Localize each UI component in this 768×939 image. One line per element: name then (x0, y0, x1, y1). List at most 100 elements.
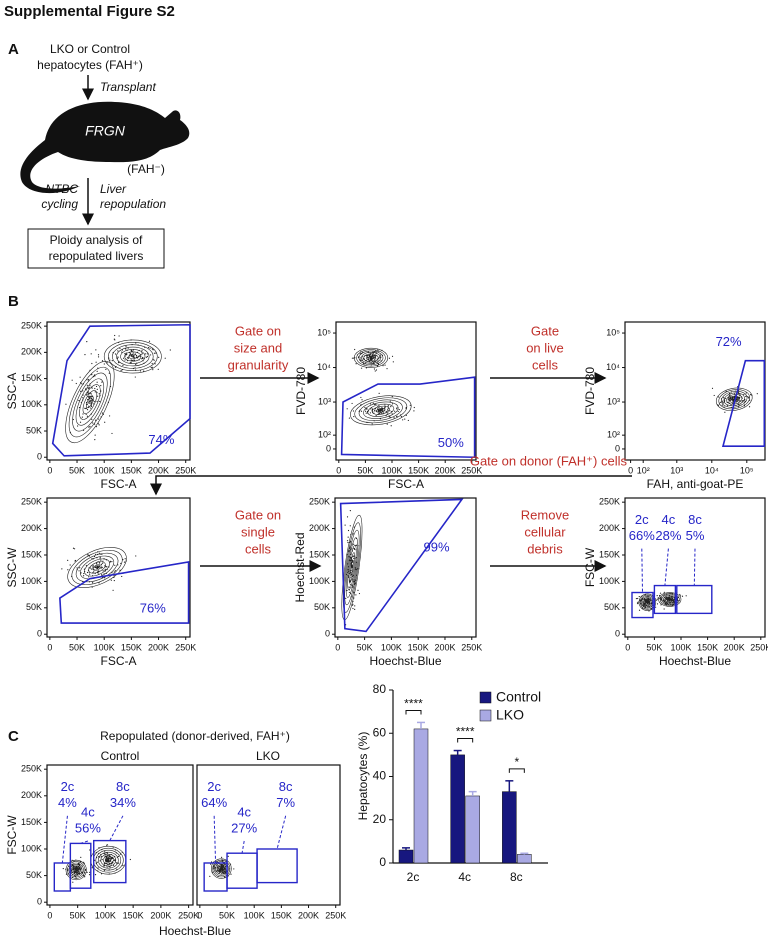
x-tick-label: 50K (69, 465, 85, 475)
event-dot (74, 559, 77, 562)
event-dot (739, 399, 741, 402)
y-tick-label: 250K (21, 497, 42, 507)
contour (213, 861, 229, 876)
event-dot (98, 564, 100, 566)
panel-heading: Repopulated (donor-derived, FAH⁺) (100, 729, 290, 743)
event-dot (227, 855, 229, 857)
event-dot (396, 407, 398, 409)
event-dot (745, 395, 747, 397)
x-tick-label: 50K (357, 642, 373, 652)
event-dot (739, 396, 741, 398)
event-dot (82, 575, 85, 577)
event-dot (135, 555, 137, 557)
event-dot (101, 360, 104, 362)
contour (718, 389, 750, 410)
event-dot (95, 419, 97, 421)
event-dot (353, 547, 356, 550)
event-dot (151, 366, 153, 369)
event-dot (212, 868, 215, 870)
event-dot (391, 403, 394, 405)
event-dot (355, 363, 357, 365)
event-dot (122, 364, 124, 367)
event-dot (99, 565, 101, 568)
event-dot (75, 869, 77, 871)
event-dot (101, 574, 103, 576)
event-dot (354, 605, 356, 607)
event-dot (65, 403, 67, 405)
event-dot (402, 419, 404, 421)
gate (59, 560, 190, 624)
event-dot (150, 366, 152, 369)
event-dot (86, 409, 89, 411)
event-dot (396, 408, 398, 410)
event-dot (98, 393, 100, 395)
event-dot (373, 357, 375, 359)
contour (71, 549, 123, 586)
event-dot (61, 568, 63, 570)
bar (398, 849, 414, 864)
event-dot (112, 589, 114, 591)
event-dot (97, 367, 99, 369)
contour (75, 552, 119, 583)
event-dot (378, 404, 380, 407)
gate-percent: 5% (686, 528, 705, 543)
source-text: LKO or Control (50, 42, 130, 56)
contour (367, 403, 395, 417)
event-dot (361, 399, 363, 401)
panel-label: A (8, 41, 19, 58)
gate-leader (641, 548, 643, 593)
event-dot (143, 370, 145, 372)
y-axis-label: FVD-780 (583, 367, 597, 415)
event-dot (103, 869, 105, 872)
event-dot (101, 858, 103, 861)
y-tick-label: 100K (309, 576, 330, 586)
event-dot (391, 355, 394, 357)
event-dot (132, 354, 134, 356)
y-tick-label: 50K (26, 425, 42, 435)
contour (348, 552, 356, 583)
event-dot (98, 562, 101, 564)
x-tick-label: 0 (47, 642, 52, 652)
event-dot (369, 412, 372, 414)
event-dot (106, 852, 109, 854)
step-text: Gate on (235, 507, 281, 522)
event-dot (381, 408, 383, 410)
event-dot (388, 357, 391, 359)
event-dot (352, 561, 354, 563)
gate-name: 8c (116, 779, 130, 794)
y-tick-label: 0 (325, 629, 330, 639)
event-dot (146, 355, 149, 358)
plot-title: Control (101, 749, 140, 763)
y-tick-label: 200K (21, 523, 42, 533)
event-dot (116, 868, 118, 870)
contour (344, 529, 360, 606)
event-dot (154, 363, 156, 365)
x-tick-label: 250K (175, 465, 196, 475)
result-text: Ploidy analysis of (50, 233, 143, 247)
event-dot (357, 589, 359, 591)
event-dot (374, 370, 376, 372)
event-dot (101, 562, 104, 564)
event-dot (351, 565, 354, 567)
event-dot (107, 859, 109, 861)
gate-leader (693, 548, 696, 586)
event-dot (82, 413, 84, 415)
event-dot (230, 873, 232, 875)
gate-percent: 34% (110, 795, 136, 810)
event-dot (94, 391, 96, 393)
event-dot (352, 555, 355, 557)
y-tick-label: 0 (37, 629, 42, 639)
event-dot (148, 340, 151, 342)
y-tick-label: 10⁴ (606, 362, 620, 372)
x-tick-label: 50K (646, 642, 662, 652)
event-dot (85, 413, 87, 416)
event-dot (131, 359, 133, 362)
event-dot (383, 412, 385, 414)
event-dot (145, 356, 148, 358)
event-dot (111, 561, 113, 563)
gate (51, 323, 191, 457)
result-box (27, 228, 165, 269)
event-dot (389, 400, 391, 402)
event-dot (109, 359, 111, 361)
event-dot (158, 356, 160, 358)
